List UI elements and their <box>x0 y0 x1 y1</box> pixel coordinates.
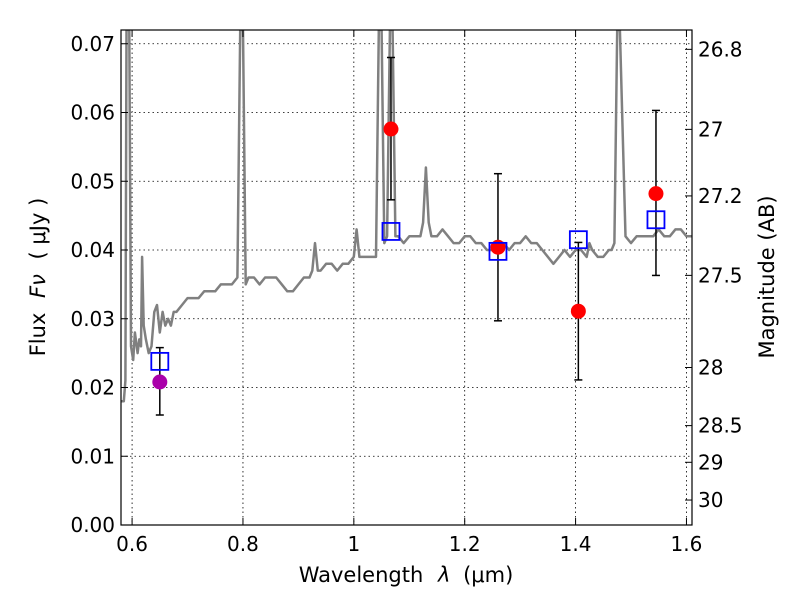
observed-point <box>152 374 168 390</box>
model-spectrum-line <box>121 30 692 403</box>
observed-point <box>648 186 664 202</box>
x-tick-label: 1.4 <box>560 532 592 556</box>
y-tick-label: 0.02 <box>70 376 115 400</box>
magnitude-tick-labels: 26.8 27 27.2 27.5 28 28.5 29 30 <box>698 37 743 512</box>
model-point <box>381 222 401 241</box>
mag-tick-label: 28.5 <box>698 414 743 438</box>
observed-point <box>570 303 586 319</box>
plot-background <box>121 30 692 525</box>
y-tick-label: 0.06 <box>70 101 115 125</box>
mag-tick-label: 28 <box>698 355 723 379</box>
model-point <box>568 230 588 250</box>
mag-tick-label: 30 <box>698 488 723 512</box>
plot-frame <box>120 29 693 526</box>
x-tick-label: 1.2 <box>449 532 481 556</box>
y-tick-label: 0.05 <box>70 169 115 193</box>
model-spectrum-layer <box>121 30 692 403</box>
mag-tick-label: 26.8 <box>698 37 743 61</box>
ticks <box>121 30 692 526</box>
y-tick-label: 0.03 <box>70 307 115 331</box>
mag-tick-label: 27.5 <box>698 263 743 287</box>
mag-tick-label: 27 <box>698 117 723 141</box>
y-tick-label: 0.07 <box>70 32 115 56</box>
model-point <box>646 210 666 230</box>
mag-tick-label: 27.2 <box>698 184 743 208</box>
x-tick-label: 0.8 <box>227 532 259 556</box>
y-tick-label: 0.01 <box>70 444 115 468</box>
y2-axis-label: Magnitude (AB) <box>755 195 779 358</box>
mag-tick-label: 29 <box>698 450 723 474</box>
y-tick-labels: 0.00 0.01 0.02 0.03 0.04 0.05 0.06 0.07 <box>70 32 115 537</box>
x-axis-label: Wavelength λ (μm) <box>299 563 514 587</box>
x-tick-labels: 0.6 0.8 1 1.2 1.4 1.6 <box>116 532 702 556</box>
model-points-layer <box>150 210 666 371</box>
model-point <box>488 241 508 261</box>
model-point <box>150 351 170 371</box>
x-tick-label: 1.6 <box>671 532 703 556</box>
x-tick-label: 0.6 <box>116 532 148 556</box>
x-tick-label: 1 <box>347 532 360 556</box>
y-tick-label: 0.00 <box>70 513 115 537</box>
y-axis-label: Flux Fν ( μJy ) <box>26 198 50 357</box>
y-tick-label: 0.04 <box>70 238 115 262</box>
observed-point <box>383 121 399 137</box>
